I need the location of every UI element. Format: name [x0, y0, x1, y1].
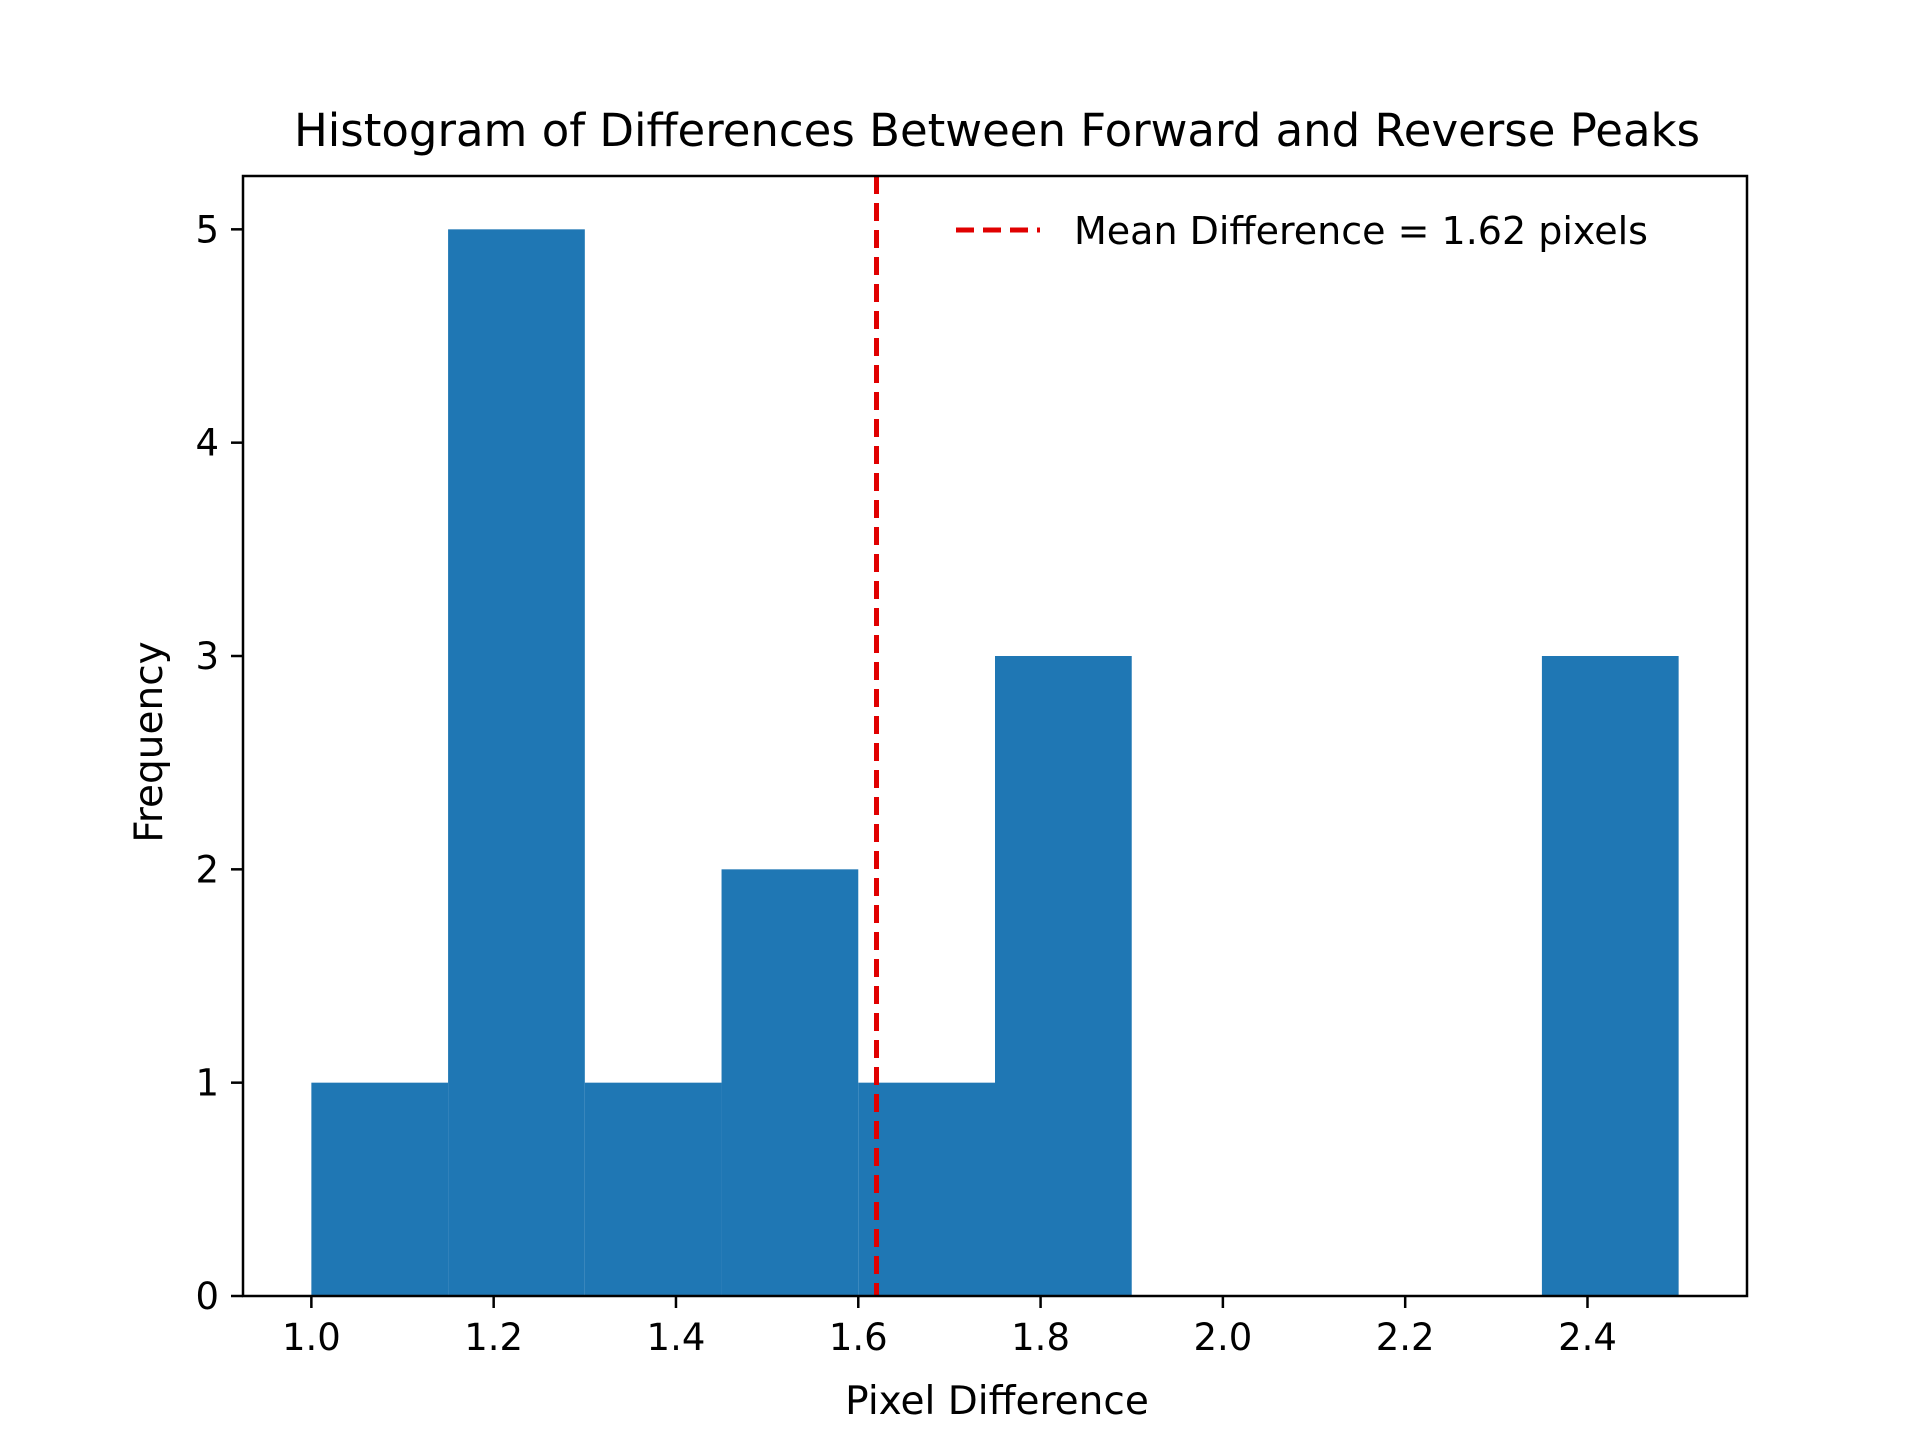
plot-area-frame: [241, 174, 1749, 1298]
x-tick-label: 1.2: [464, 1316, 523, 1359]
y-axis-ticks: 0 1 2 3 4 5: [195, 208, 243, 1318]
x-tick-label: 2.0: [1193, 1316, 1252, 1359]
bars-layer: [311, 229, 1679, 1296]
x-tick-label: 1.4: [647, 1316, 706, 1359]
legend: Mean Difference = 1.62 pixels: [956, 209, 1648, 253]
y-axis-label: Frequency: [127, 641, 172, 842]
histogram-bar-2: [448, 229, 585, 1296]
y-tick-label: 0: [195, 1275, 219, 1318]
histogram-bar-10: [1541, 656, 1679, 1296]
y-tick-label: 4: [195, 422, 219, 465]
x-axis-ticks: 1.0 1.2 1.4 1.6 1.8 2.0 2.2 2.4: [282, 1296, 1617, 1359]
x-tick-label: 2.4: [1558, 1316, 1617, 1359]
legend-label-mean-difference: Mean Difference = 1.62 pixels: [1074, 209, 1648, 253]
histogram-bar-3: [584, 1082, 722, 1296]
histogram-bar-6: [995, 656, 1132, 1296]
y-tick-label: 5: [195, 208, 219, 251]
y-tick-label: 3: [195, 635, 219, 678]
x-tick-label: 1.0: [282, 1316, 341, 1359]
x-tick-label: 1.6: [829, 1316, 888, 1359]
y-tick-label: 2: [195, 848, 219, 891]
histogram-bar-1: [311, 1082, 449, 1296]
x-tick-label: 1.8: [1011, 1316, 1070, 1359]
x-axis-label: Pixel Difference: [845, 1379, 1149, 1424]
histogram-bar-5: [858, 1082, 995, 1296]
chart-title: Histogram of Differences Between Forward…: [294, 104, 1700, 157]
x-tick-label: 2.2: [1376, 1316, 1435, 1359]
y-tick-label: 1: [195, 1062, 219, 1105]
histogram-bar-4: [721, 869, 859, 1296]
